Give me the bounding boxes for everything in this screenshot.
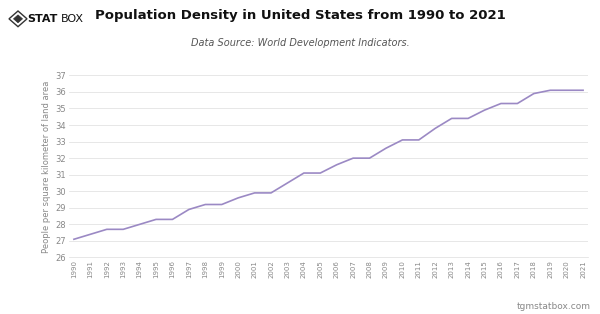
Text: STAT: STAT	[28, 14, 58, 24]
Text: Data Source: World Development Indicators.: Data Source: World Development Indicator…	[191, 38, 409, 48]
Text: Population Density in United States from 1990 to 2021: Population Density in United States from…	[95, 9, 505, 22]
Y-axis label: People per square kilometer of land area: People per square kilometer of land area	[43, 80, 52, 252]
Text: BOX: BOX	[61, 14, 84, 24]
Text: tgmstatbox.com: tgmstatbox.com	[517, 302, 591, 311]
